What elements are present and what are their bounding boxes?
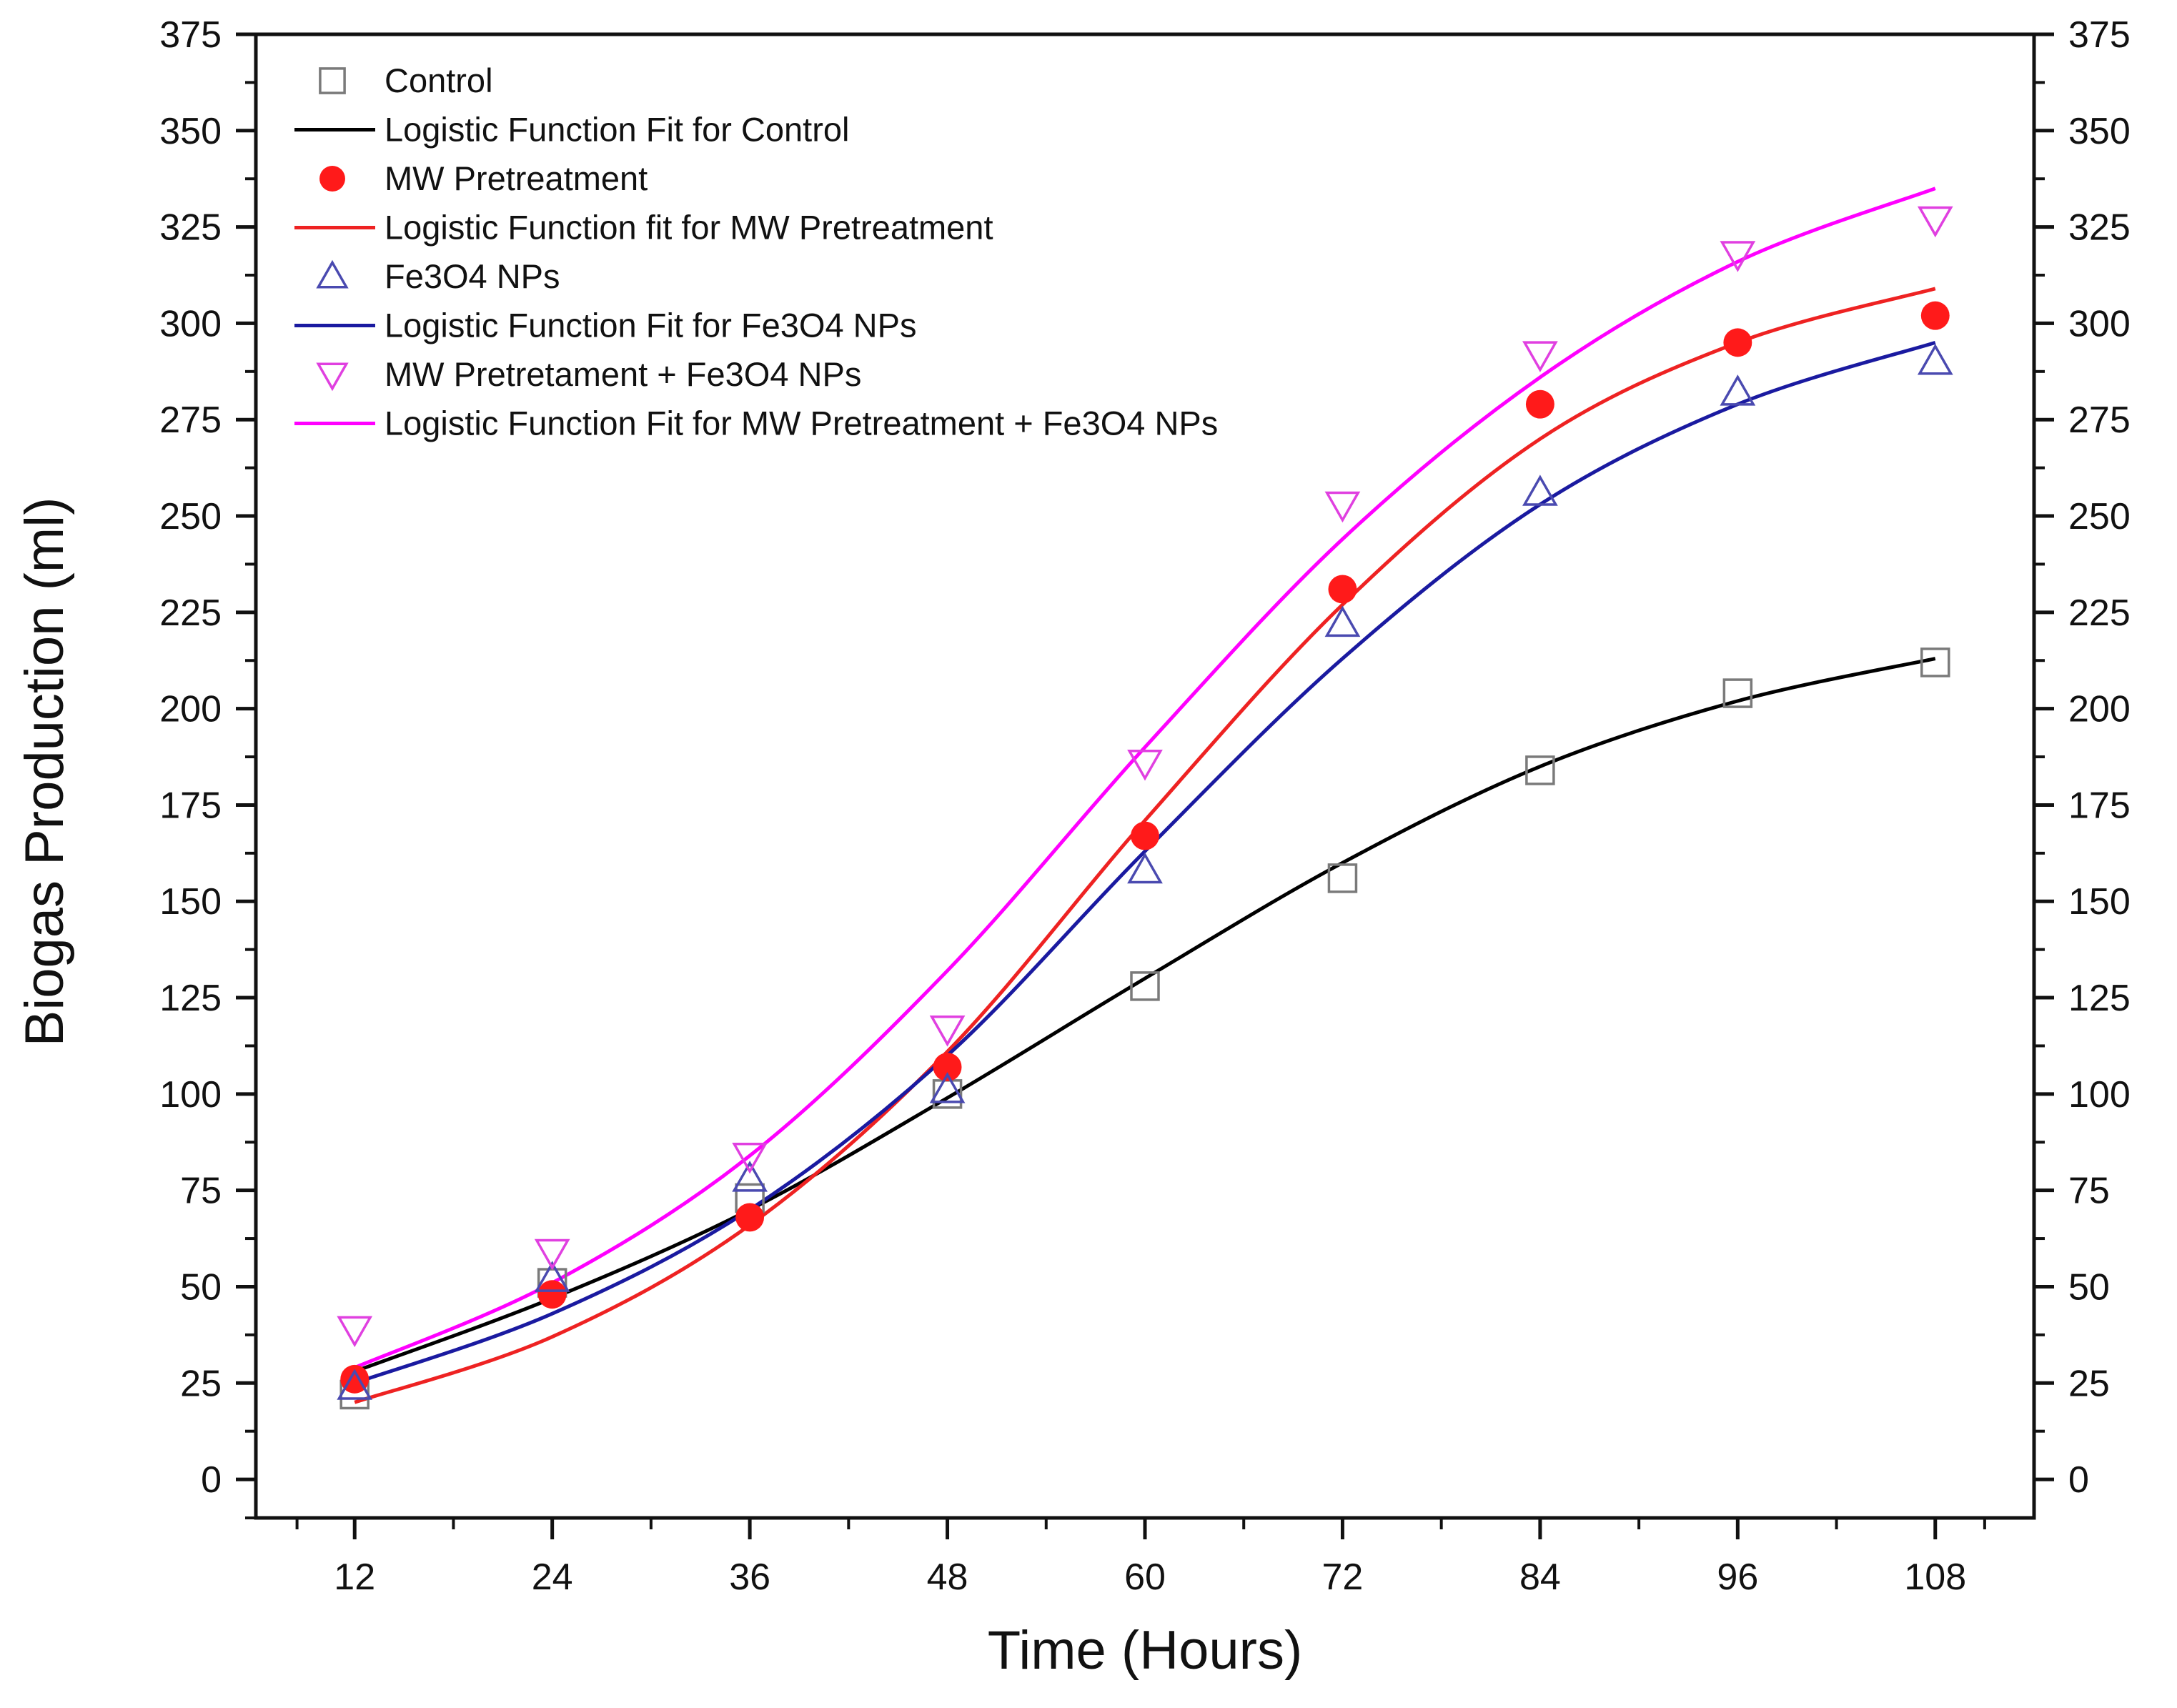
data-point-series-3 (1324, 605, 1361, 637)
data-point-series-2 (1920, 301, 1950, 330)
data-point-series-3 (732, 1161, 768, 1192)
data-point-series-4 (337, 1316, 373, 1348)
y-tick-label-right: 25 (2068, 1363, 2110, 1404)
y-tick-label-right: 50 (2068, 1266, 2110, 1308)
x-tick-label: 72 (1322, 1556, 1364, 1598)
legend-label: Fe3O4 NPs (385, 257, 560, 295)
y-tick-label-right: 325 (2068, 207, 2131, 249)
data-point-series-1 (1525, 755, 1555, 785)
y-tick-label-right: 125 (2068, 978, 2131, 1019)
legend-label: Logistic Function fit for MW Pretreatmen… (385, 209, 993, 247)
fit-curve-series-4 (354, 187, 1936, 1369)
data-point-series-4 (534, 1238, 570, 1271)
data-point-series-4 (732, 1142, 768, 1174)
y-tick-label-left: 350 (159, 111, 222, 152)
y-tick-label-left: 25 (180, 1363, 222, 1404)
legend-label: Logistic Function Fit for MW Pretreatmen… (385, 404, 1218, 442)
x-tick-label: 12 (334, 1556, 375, 1598)
y-tick-label-left: 100 (159, 1074, 222, 1116)
y-tick-label-left: 0 (201, 1459, 222, 1501)
data-point-series-3 (337, 1369, 373, 1400)
x-tick-label: 24 (532, 1556, 573, 1598)
y-tick-label-left: 150 (159, 881, 222, 923)
x-tick-label: 84 (1519, 1556, 1561, 1598)
fit-curve-series-2 (354, 287, 1936, 1404)
y-tick-label-left: 175 (159, 785, 222, 826)
legend-label: Control (385, 61, 493, 99)
y-tick-label-left: 275 (159, 399, 222, 441)
data-point-series-2 (735, 1203, 765, 1232)
data-point-series-3 (1522, 475, 1558, 506)
legend-label: MW Pretretament + Fe3O4 NPs (385, 355, 861, 393)
x-tick-label: 36 (729, 1556, 770, 1598)
y-tick-label-right: 175 (2068, 785, 2131, 826)
x-tick-label: 60 (1124, 1556, 1166, 1598)
data-point-series-2 (1723, 328, 1752, 357)
y-tick-label-right: 100 (2068, 1074, 2131, 1116)
y-tick-label-right: 75 (2068, 1171, 2110, 1212)
axis-ticks: 0 0 25 25 50 50 75 75 100 100 125 125 150 150 175 175 20… (159, 14, 2131, 1598)
y-tick-label-right: 300 (2068, 303, 2131, 344)
y-tick-label-right: 250 (2068, 496, 2131, 537)
data-point-series-4 (1127, 749, 1163, 781)
fit-curve-series-1 (354, 657, 1936, 1374)
y-tick-label-right: 150 (2068, 881, 2131, 923)
y-tick-label-left: 75 (180, 1171, 222, 1212)
x-tick-label: 48 (927, 1556, 968, 1598)
data-point-series-4 (1917, 206, 1953, 238)
data-point-series-4 (1522, 341, 1558, 372)
legend-marker-series-3 (316, 259, 349, 289)
legend-label: Logistic Function Fit for Fe3O4 NPs (385, 307, 916, 344)
data-point-series-2 (1131, 821, 1159, 850)
y-tick-label-right: 350 (2068, 111, 2131, 152)
y-tick-label-right: 0 (2068, 1459, 2089, 1501)
legend: Control Logistic Function Fit for Control… (294, 61, 1218, 442)
y-tick-label-right: 375 (2068, 14, 2131, 56)
data-point-series-1 (1327, 863, 1358, 893)
y-tick-label-left: 325 (159, 207, 222, 249)
data-point-series-3 (929, 1072, 966, 1103)
y-axis-title: Biogas Production (ml) (14, 497, 75, 1047)
data-point-series-2 (933, 1053, 962, 1082)
legend-label: MW Pretreatment (385, 159, 648, 197)
data-point-series-3 (1720, 374, 1756, 406)
data-point-series-2 (1328, 575, 1357, 604)
data-point-series-2 (1525, 389, 1554, 419)
data-point-series-1 (1722, 678, 1753, 708)
y-tick-label-right: 200 (2068, 689, 2131, 730)
x-tick-label: 96 (1717, 1556, 1758, 1598)
fit-curve-series-3 (354, 340, 1936, 1385)
y-tick-label-left: 250 (159, 496, 222, 537)
data-point-series-1 (1130, 971, 1160, 1001)
data-point-series-3 (1917, 343, 1953, 375)
y-tick-label-left: 125 (159, 978, 222, 1019)
y-tick-label-left: 200 (159, 689, 222, 730)
legend-marker-series-4 (316, 362, 349, 392)
legend-label: Logistic Function Fit for Control (385, 111, 849, 149)
data-point-series-3 (534, 1261, 570, 1292)
legend-marker-series-1 (319, 67, 346, 94)
y-tick-label-left: 300 (159, 303, 222, 344)
x-tick-label: 108 (1904, 1556, 1966, 1598)
y-tick-label-left: 50 (180, 1266, 222, 1308)
legend-marker-series-2 (319, 166, 345, 192)
y-tick-label-right: 275 (2068, 399, 2131, 441)
data-points (337, 206, 1953, 1410)
data-point-series-2 (340, 1364, 370, 1394)
data-point-series-4 (929, 1016, 966, 1047)
x-axis-title: Time (Hours) (988, 1620, 1303, 1681)
fit-curves (354, 187, 1936, 1404)
data-point-series-2 (537, 1280, 567, 1309)
data-point-series-4 (1720, 241, 1756, 272)
y-tick-label-left: 375 (159, 14, 222, 56)
y-tick-label-right: 225 (2068, 592, 2131, 634)
data-point-series-1 (1920, 647, 1950, 677)
y-tick-label-left: 225 (159, 592, 222, 634)
data-point-series-4 (1324, 491, 1361, 523)
data-point-series-3 (1127, 852, 1163, 884)
